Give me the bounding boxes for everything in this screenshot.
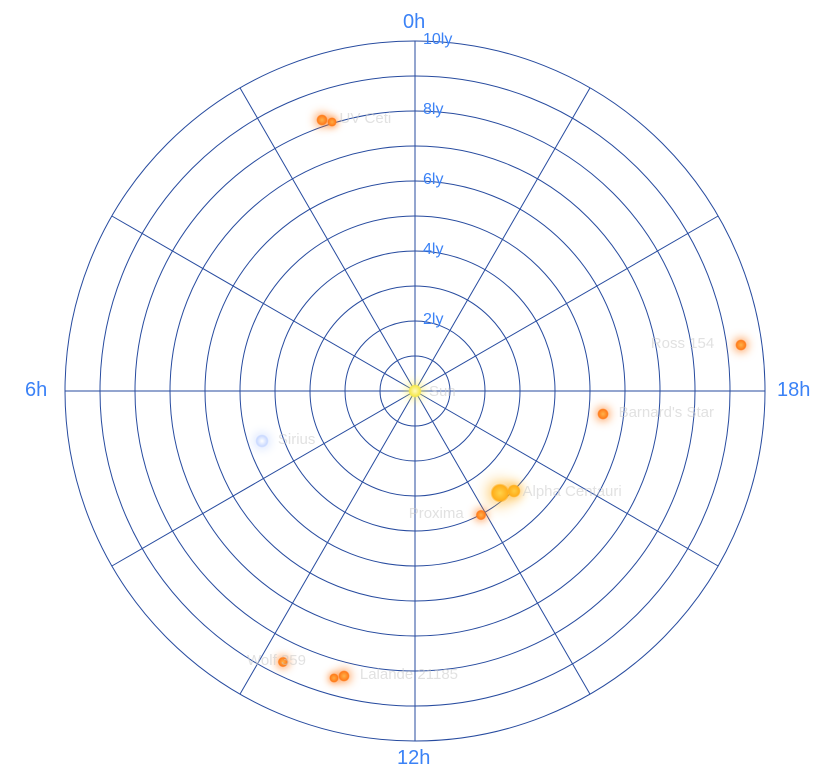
star-label: Wolf 359	[247, 652, 306, 669]
distance-label: 2ly	[423, 311, 443, 329]
distance-label: 8ly	[423, 101, 443, 119]
grid-spoke	[112, 391, 415, 566]
grid-spoke	[415, 88, 590, 391]
hour-label: 6h	[25, 379, 47, 402]
star-label: Proxima	[409, 505, 464, 522]
hour-label: 0h	[403, 11, 425, 34]
grid-spoke	[415, 391, 590, 694]
star-label: Ross 154	[651, 335, 714, 352]
star-label: Barnard's Star	[619, 404, 714, 421]
grid-spoke	[415, 216, 718, 391]
star-label: Sirius	[278, 431, 316, 448]
hour-label: 18h	[777, 379, 810, 402]
hour-label: 12h	[397, 747, 430, 770]
distance-label: 10ly	[423, 31, 452, 49]
distance-label: 6ly	[423, 171, 443, 189]
grid-spoke	[240, 391, 415, 694]
star-label: Lalande 21185	[360, 666, 458, 683]
star-label: Sun	[429, 383, 456, 400]
distance-label: 4ly	[423, 241, 443, 259]
star-label: Alpha Centauri	[522, 483, 621, 500]
nearby-stars-polar-chart: 0h 18h 12h 6h 2ly 4ly 6ly 8ly 10ly Sun UV Ceti Ross…	[0, 0, 830, 783]
star-label: UV Ceti	[340, 110, 392, 127]
grid-spoke	[112, 216, 415, 391]
grid-spoke	[240, 88, 415, 391]
